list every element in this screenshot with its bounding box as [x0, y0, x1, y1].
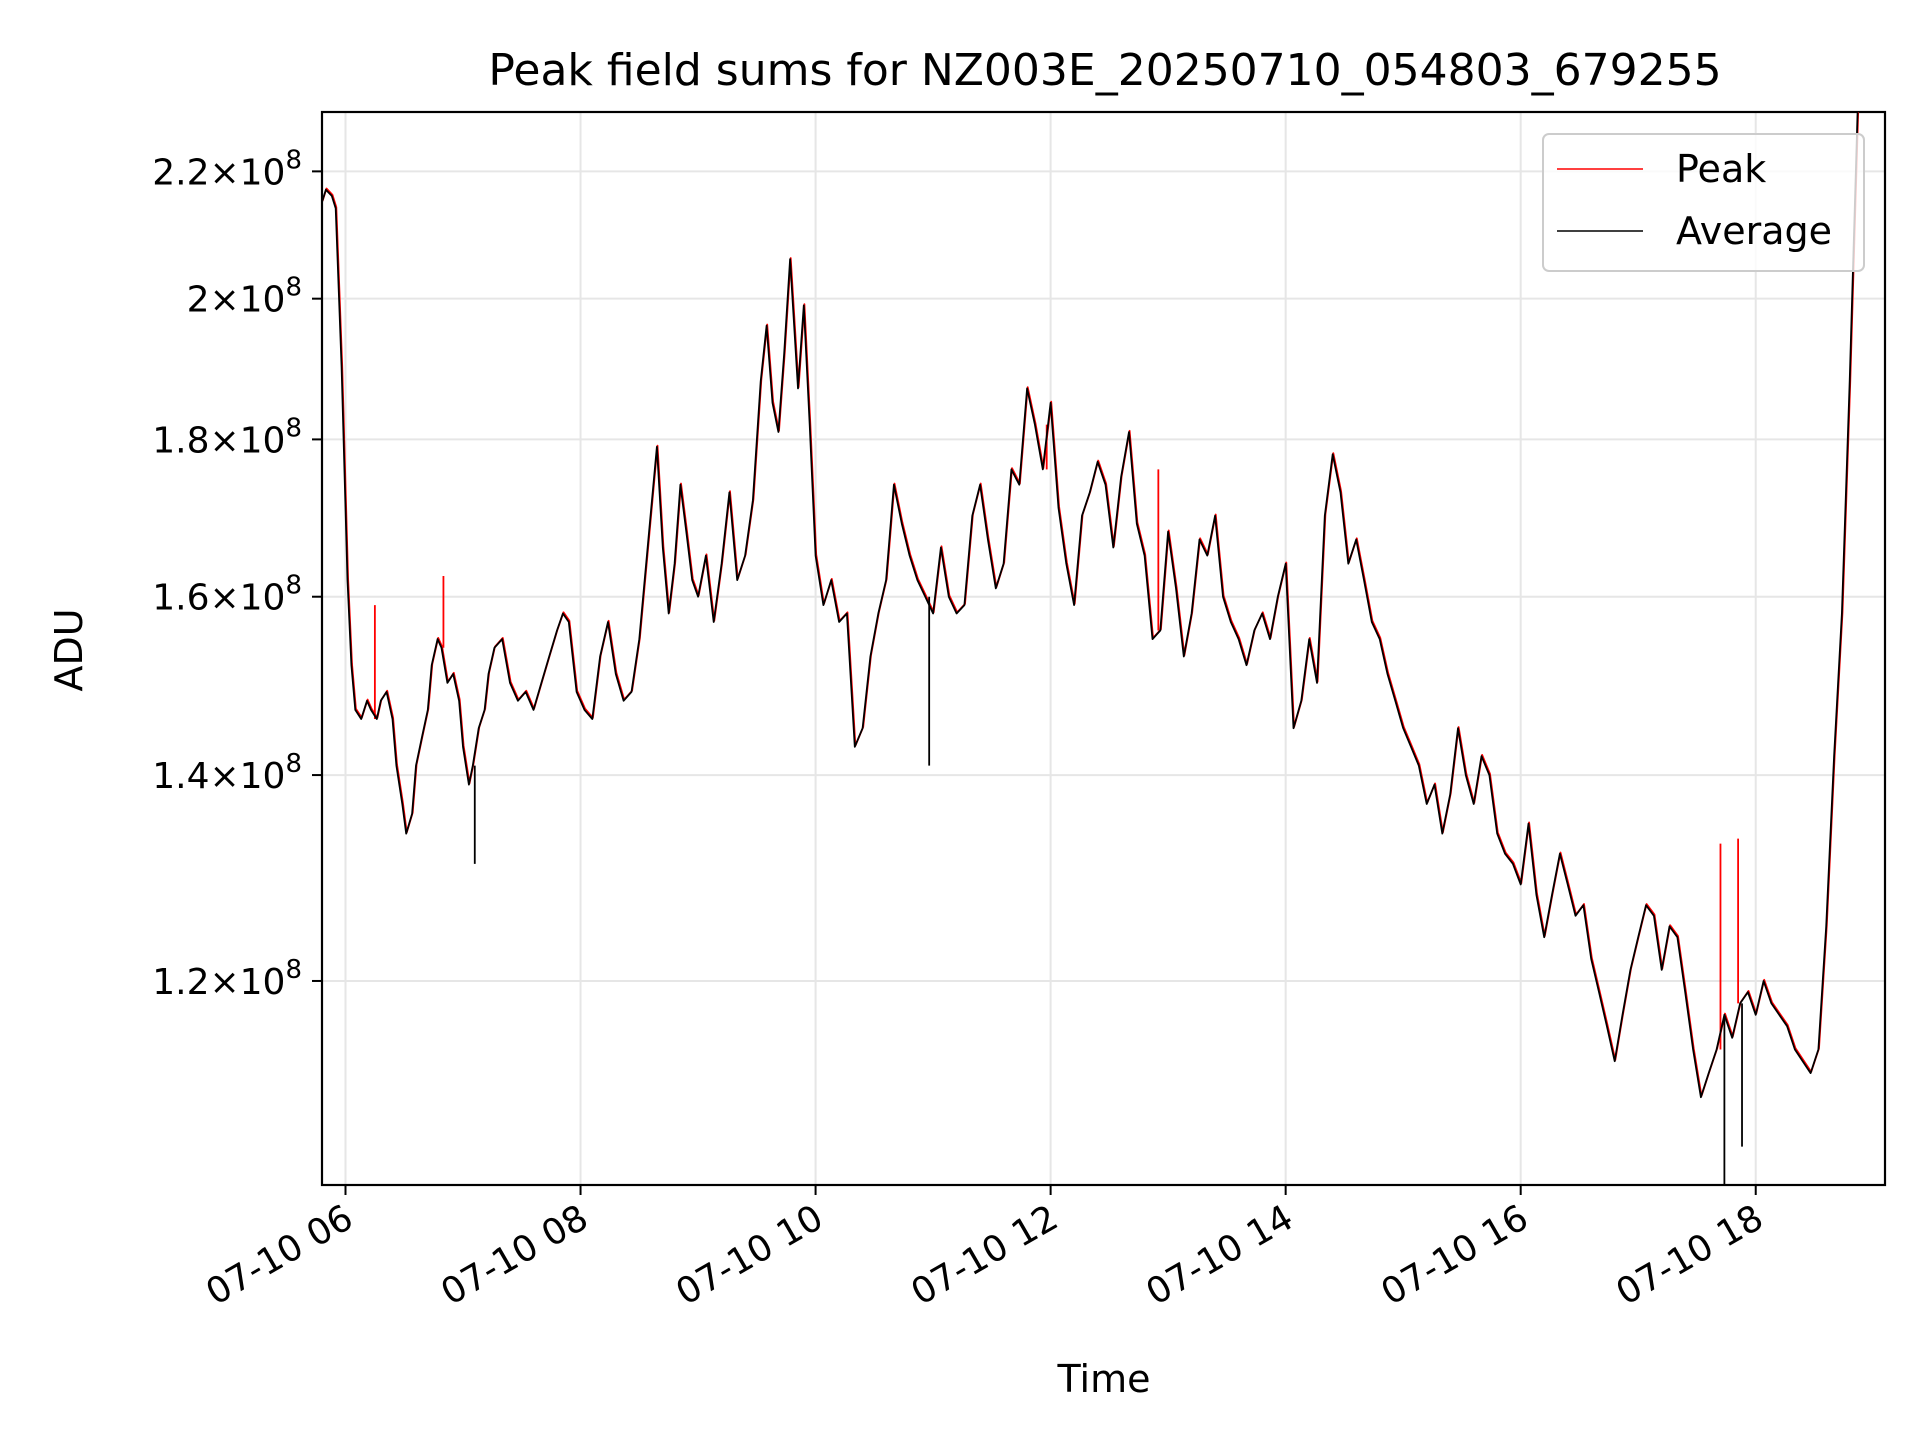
- series-lines: [322, 112, 1860, 1185]
- x-tick-label: 07-10 12: [904, 1197, 1065, 1313]
- y-tick-label: 1.6×108: [152, 571, 302, 619]
- y-tick-label: 1.4×108: [152, 749, 302, 797]
- x-axis: 07-10 06 07-10 08 07-10 10 07-10 12 07-10 14…: [199, 1185, 1770, 1314]
- x-tick-label: 07-10 18: [1610, 1197, 1771, 1313]
- y-axis-label: ADU: [47, 608, 91, 691]
- legend: Peak Average: [1542, 133, 1865, 272]
- x-tick-label: 07-10 10: [669, 1197, 830, 1313]
- legend-label-average: Average: [1676, 209, 1832, 253]
- x-tick-label: 07-10 14: [1139, 1197, 1300, 1313]
- x-tick-label: 07-10 16: [1375, 1197, 1536, 1313]
- series-line-average: [322, 112, 1859, 1099]
- chart-title: Peak field sums for NZ003E_20250710_0548…: [488, 45, 1721, 96]
- y-axis: 1.2×108 1.4×108 1.6×108 1.8×108 2×108 2.2×108: [152, 145, 322, 1003]
- x-axis-label: Time: [1057, 1357, 1151, 1401]
- x-tick-label: 07-10 06: [199, 1197, 360, 1313]
- legend-label-peak: Peak: [1676, 147, 1766, 191]
- y-tick-label: 2×108: [187, 273, 302, 321]
- y-tick-label: 1.2×108: [152, 955, 302, 1003]
- y-tick-label: 1.8×108: [152, 413, 302, 461]
- grid: [322, 112, 1885, 1185]
- y-tick-label: 2.2×108: [152, 145, 302, 193]
- plot-frame: [320, 110, 1887, 1187]
- x-tick-label: 07-10 08: [434, 1197, 595, 1313]
